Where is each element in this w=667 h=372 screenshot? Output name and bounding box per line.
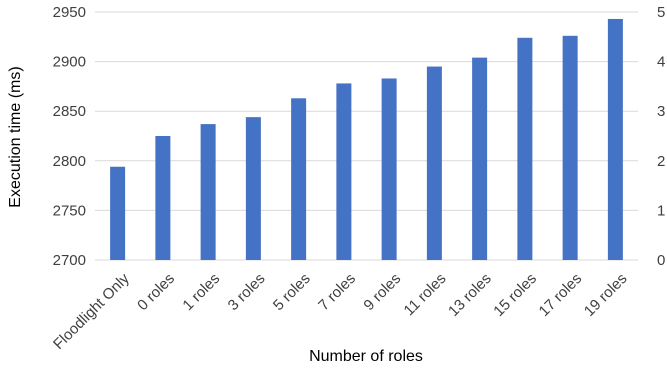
bars (110, 18, 623, 261)
x-axis-ticks: Floodlight Only 0 roles 1 roles 3 roles 5 ro… (50, 270, 631, 353)
secondary-y-tick-label: 5 (657, 4, 665, 21)
bar (245, 117, 261, 260)
bar (155, 136, 171, 260)
bar (336, 83, 352, 260)
bar (562, 35, 578, 260)
x-tick-label: 0 roles (134, 270, 178, 314)
bar (291, 98, 307, 260)
y-tick-label: 2950 (53, 4, 86, 21)
y-tick-label: 2800 (53, 153, 86, 170)
bar (517, 37, 533, 261)
y-axis-ticks: 2700 2750 2800 2850 2900 2950 (53, 4, 86, 269)
x-tick-label: 7 roles (315, 270, 359, 314)
x-tick-label: Floodlight Only (50, 270, 133, 353)
x-tick-label: 3 roles (225, 270, 269, 314)
secondary-y-tick-label: 4 (657, 54, 665, 71)
x-tick-label: 19 roles (581, 270, 631, 320)
x-tick-label: 11 roles (401, 270, 450, 319)
bar (381, 78, 397, 261)
bar (472, 57, 488, 260)
x-axis-title: Number of roles (309, 348, 423, 365)
x-tick-label: 1 roles (179, 270, 223, 314)
secondary-y-tick-label: 3 (657, 103, 665, 120)
x-tick-label: 5 roles (270, 270, 314, 314)
secondary-y-axis-ticks: 0 1 2 3 4 5 (657, 4, 665, 269)
secondary-y-tick-label: 1 (657, 202, 665, 219)
y-tick-label: 2750 (53, 202, 86, 219)
y-tick-label: 2700 (53, 252, 86, 269)
secondary-y-tick-label: 0 (657, 252, 665, 269)
bar (110, 166, 126, 260)
x-tick-label: 17 roles (536, 270, 586, 320)
y-tick-label: 2850 (53, 103, 86, 120)
x-tick-label: 13 roles (445, 270, 495, 320)
bar (426, 66, 442, 260)
y-tick-label: 2900 (53, 54, 86, 71)
secondary-y-tick-label: 2 (657, 153, 665, 170)
gridlines (95, 11, 638, 261)
bar (607, 18, 623, 260)
y-axis-title: Execution time (ms) (7, 66, 24, 207)
x-tick-label: 15 roles (490, 270, 540, 320)
bar (200, 124, 216, 260)
x-tick-label: 9 roles (360, 270, 404, 314)
